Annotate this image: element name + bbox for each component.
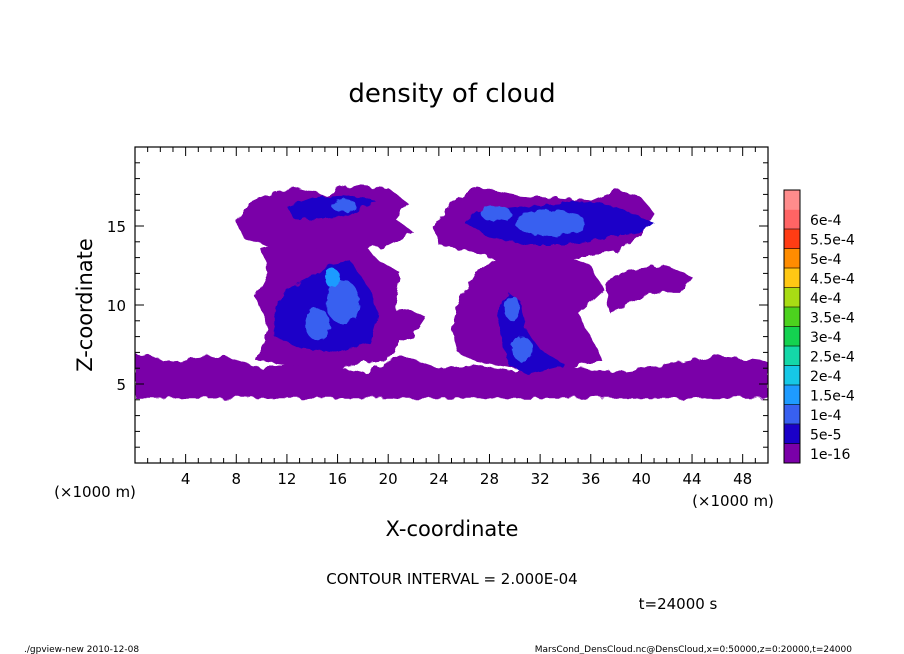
legend-swatch [784,385,800,405]
legend-swatch [784,443,800,464]
cloud-region-right-column [451,249,604,369]
legend-swatch [784,346,800,366]
footer-left: ./gpview-new 2010-12-08 [24,645,139,654]
legend-label: 5e-5 [810,427,841,443]
x-tick-label: 24 [429,470,448,488]
legend-label: 3e-4 [810,330,842,346]
legend-swatch [784,365,800,386]
legend-swatch [784,424,800,444]
x-tick-label: 16 [328,470,347,488]
chart-title: density of cloud [348,79,555,109]
cloud-region-bottom [135,354,768,399]
legend-swatch [784,190,800,210]
x-tick-label: 4 [181,470,191,488]
cloud-core-left-cyan [324,268,341,288]
x-tick-label: 36 [581,470,600,488]
legend-label: 3.5e-4 [810,310,855,326]
cloud-core-left [274,260,379,353]
x-unit-left: (×1000 m) [54,483,136,501]
cloud-core-left-top-peak [331,199,357,212]
y-tick-label: 15 [107,218,126,236]
x-tick-label: 12 [277,470,296,488]
legend-swatch [784,326,800,347]
legend-label: 1e-16 [810,447,850,463]
y-tick-label: 10 [107,297,126,315]
legend-label: 4.5e-4 [810,271,855,287]
x-tick-label: 8 [232,470,242,488]
color-legend: 1e-16 5e-5 1e-4 1.5e-4 2e-4 2.5e-4 3e-4 3.5e-4 4… [783,189,855,464]
time-label: t=24000 s [639,595,718,613]
footer-right: MarsCond_DensCloud.nc@DensCloud,x=0:5000… [535,645,852,654]
contour-interval: CONTOUR INTERVAL = 2.000E-04 [326,570,577,588]
cloud-core-right-top-peak [514,210,586,236]
cloud-core-right-top-peak2 [480,205,512,222]
legend-label: 1.5e-4 [810,388,855,404]
legend-swatch [784,404,800,425]
legend-label: 6e-4 [810,213,842,229]
x-axis-label: X-coordinate [386,517,519,541]
legend-swatch [784,209,800,230]
legend-swatch [784,287,800,308]
plot-area [135,184,768,399]
cloud-core-left-peak [326,279,360,324]
y-tick-label: 5 [116,376,126,394]
cloud-region-left-top [236,184,414,253]
x-tick-label: 48 [733,470,752,488]
x-axis: 4 8 12 16 20 24 28 32 36 40 44 48 [147,147,756,488]
legend-swatch [784,268,800,288]
legend-swatch [784,229,800,249]
legend-label: 5.5e-4 [810,232,855,248]
legend-label: 1e-4 [810,408,842,424]
cloud-core-right-column-peak [504,295,520,321]
legend-label: 2.5e-4 [810,349,855,365]
y-axis-label: Z-coordinate [73,238,97,372]
x-tick-label: 44 [682,470,701,488]
cloud-region-right-tail [603,265,692,313]
x-tick-label: 20 [379,470,398,488]
cloud-core-field [274,196,655,375]
x-tick-label: 32 [531,470,550,488]
legend-swatch [784,248,800,269]
cloud-field [135,184,768,399]
x-unit-right: (×1000 m) [692,492,774,510]
x-tick-label: 40 [632,470,651,488]
cloud-core-left-peak2 [304,308,330,340]
legend-label: 2e-4 [810,369,842,385]
legend-label: 4e-4 [810,291,842,307]
plot-frame [134,146,769,464]
y-axis: 5 10 15 [107,162,768,448]
cloud-core-right-column-peak2 [512,336,533,362]
legend-label: 5e-4 [810,252,842,268]
legend-swatch [784,307,800,327]
x-tick-label: 28 [480,470,499,488]
